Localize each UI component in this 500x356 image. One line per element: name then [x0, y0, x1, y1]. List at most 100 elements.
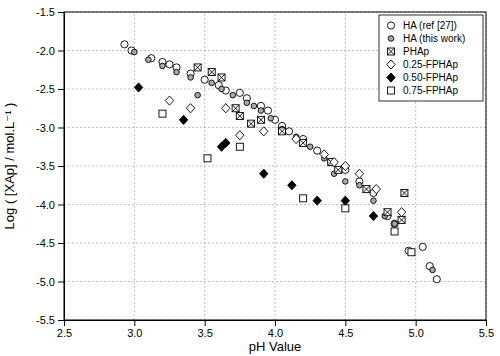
y-tick: -2.0 — [36, 45, 64, 57]
point — [236, 143, 243, 150]
legend-marker — [387, 60, 395, 69]
point — [372, 185, 380, 194]
x-tick: 5.5 — [479, 320, 494, 339]
point — [341, 161, 349, 170]
point — [236, 131, 244, 140]
point — [292, 134, 300, 143]
y-tick-mark — [58, 89, 64, 90]
point — [208, 69, 215, 76]
point — [174, 69, 180, 75]
x-tick-mark — [205, 320, 206, 326]
point — [288, 181, 296, 190]
grid-line — [275, 12, 276, 320]
point — [264, 107, 271, 114]
y-tick-mark — [58, 320, 64, 321]
point — [165, 96, 173, 105]
point — [307, 144, 313, 150]
legend: HA (ref [27])HA (this work)PHAp0.25-FPHA… — [379, 15, 483, 101]
y-tick-label: -1.5 — [36, 6, 55, 18]
marker-box — [335, 166, 342, 173]
x-tick-label: 4.0 — [268, 327, 283, 339]
legend-label: HA (ref [27]) — [403, 20, 457, 31]
marker-cross — [279, 128, 286, 135]
series — [159, 110, 415, 256]
point — [222, 138, 230, 147]
marker-box — [279, 128, 286, 135]
y-tick: -2.5 — [36, 83, 64, 95]
y-tick-mark — [58, 243, 64, 244]
legend-marker — [388, 36, 394, 42]
y-tick-mark — [58, 12, 64, 13]
marker-cross — [384, 209, 391, 216]
x-tick: 4.0 — [268, 320, 283, 339]
x-axis: 2.53.03.54.04.55.05.5 — [57, 320, 494, 339]
point — [236, 89, 243, 96]
marker-box — [257, 116, 264, 123]
point — [433, 276, 440, 283]
legend-label: HA (this work) — [403, 33, 465, 44]
point — [248, 120, 255, 127]
point — [219, 86, 225, 92]
legend-marker — [388, 48, 395, 55]
marker-box — [248, 120, 255, 127]
point — [257, 116, 264, 123]
x-tick-mark — [64, 320, 65, 326]
series — [121, 41, 440, 283]
point — [419, 243, 426, 250]
plot-frame — [64, 12, 486, 320]
marker-box — [236, 112, 243, 119]
marker-box — [388, 48, 395, 55]
grid-line — [64, 204, 486, 205]
x-tick-label: 4.5 — [338, 327, 353, 339]
marker-box — [363, 186, 370, 193]
y-tick: -5.0 — [36, 276, 64, 288]
x-tick: 3.5 — [198, 320, 213, 339]
x-tick-label: 5.5 — [479, 327, 494, 339]
grid-line — [64, 166, 486, 167]
point — [244, 100, 250, 106]
marker-cross — [388, 48, 395, 55]
marker-box — [218, 74, 225, 81]
marker-cross — [232, 105, 239, 112]
point — [236, 112, 243, 119]
point — [204, 155, 211, 162]
point — [188, 75, 194, 81]
y-tick: -4.0 — [36, 199, 64, 211]
point — [260, 127, 268, 136]
marker-box — [300, 139, 307, 146]
point — [194, 64, 201, 71]
point — [391, 220, 398, 227]
point — [341, 196, 349, 205]
point — [391, 228, 398, 235]
point — [285, 128, 292, 135]
point — [179, 115, 187, 124]
point — [258, 108, 264, 114]
y-tick-mark — [58, 282, 64, 283]
point — [314, 147, 321, 154]
legend-marker — [387, 73, 395, 82]
y-tick-label: -2.0 — [36, 45, 55, 57]
point — [343, 179, 349, 185]
point — [251, 103, 257, 109]
point — [355, 169, 363, 178]
point — [300, 139, 307, 146]
grid — [64, 12, 486, 320]
marker-cross — [335, 166, 342, 173]
point — [335, 166, 342, 173]
marker-cross — [401, 189, 408, 196]
x-tick-mark — [345, 320, 346, 326]
y-axis-title: Log ( [XAp] / mol.L⁻¹ ) — [2, 103, 17, 230]
x-tick: 5.0 — [409, 320, 424, 339]
legend-marker — [387, 22, 394, 29]
x-tick-label: 5.0 — [409, 327, 424, 339]
point — [195, 92, 201, 98]
y-tick-label: -5.5 — [36, 314, 55, 326]
y-tick-label: -4.5 — [36, 237, 55, 249]
grid-line — [64, 281, 486, 282]
marker-cross — [257, 116, 264, 123]
marker-cross — [363, 186, 370, 193]
point — [230, 92, 236, 98]
point — [159, 110, 166, 117]
y-tick-label: -3.5 — [36, 160, 55, 172]
series — [194, 64, 408, 223]
